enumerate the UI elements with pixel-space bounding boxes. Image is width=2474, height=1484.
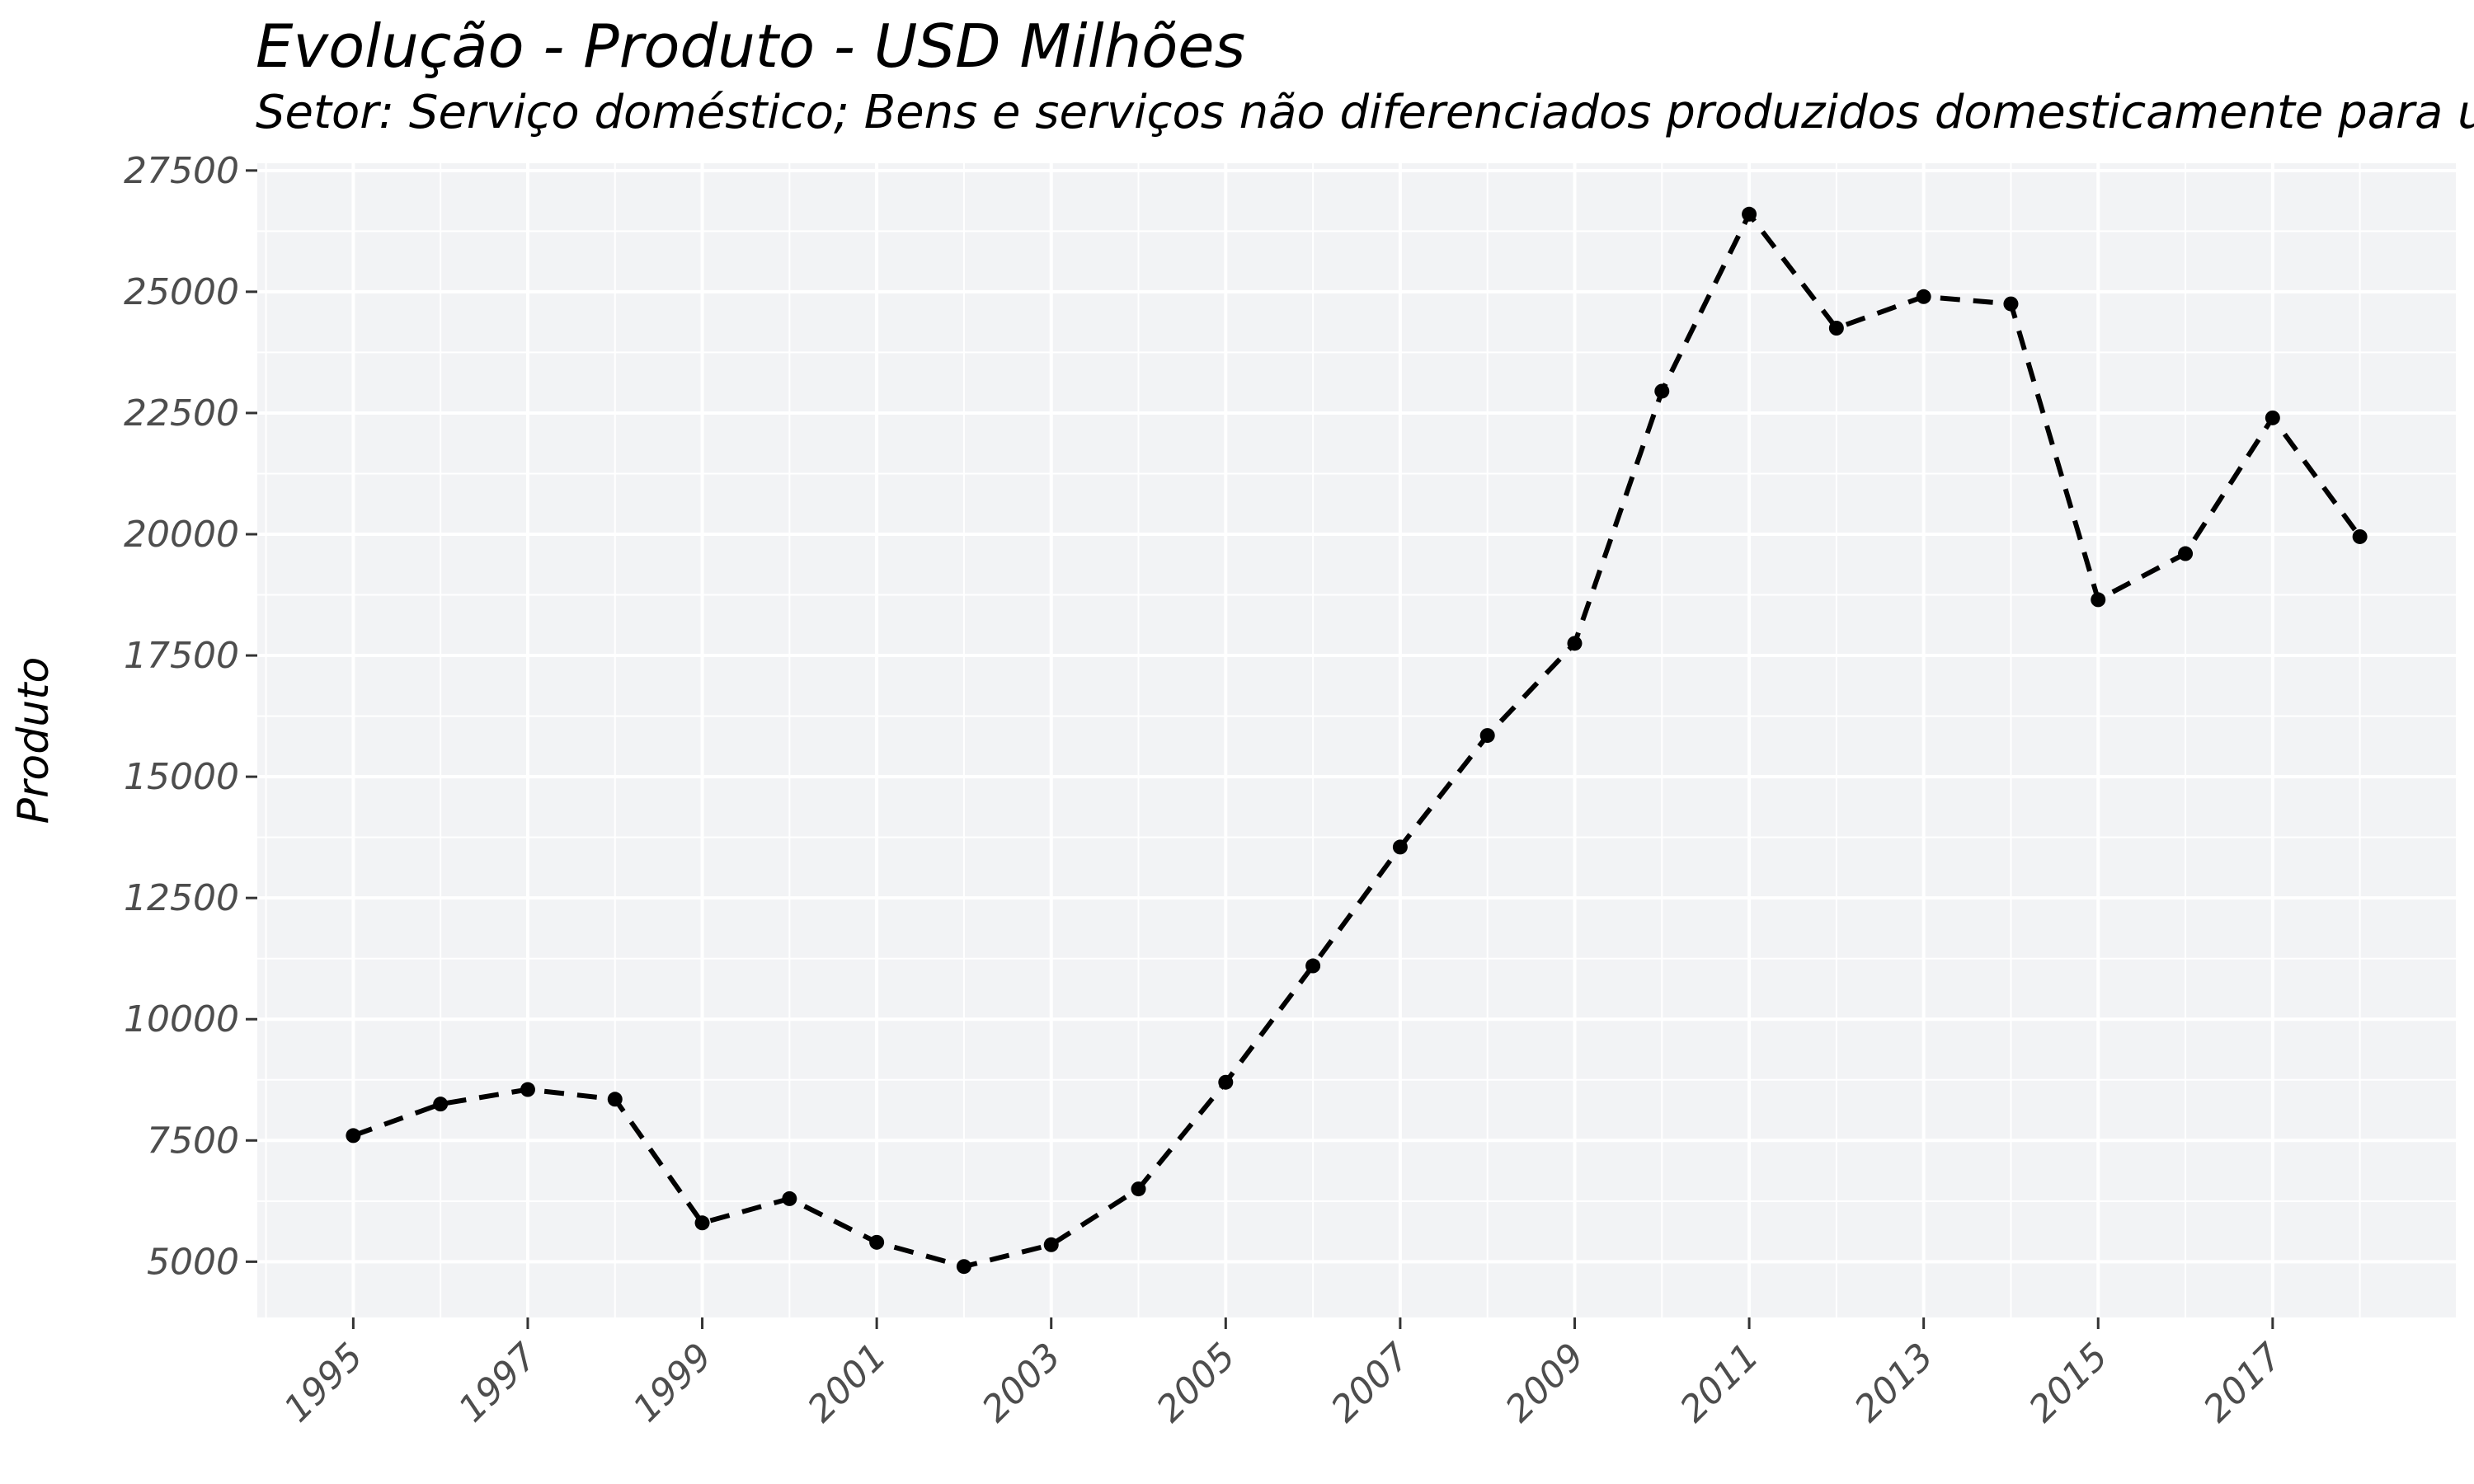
y-axis-label: Produto: [9, 657, 59, 824]
data-point: [433, 1097, 449, 1112]
data-point: [1479, 728, 1495, 744]
data-point: [1742, 206, 1757, 222]
data-point: [956, 1259, 971, 1275]
x-tick-label: 2001: [800, 1336, 895, 1430]
y-tick-label: 25000: [124, 271, 239, 313]
chart-subtitle: Setor: Serviço doméstico; Bens e serviço…: [256, 86, 2474, 139]
x-tick-label: 1995: [276, 1336, 371, 1430]
data-point: [2091, 592, 2106, 608]
minor-gridlines: [257, 163, 2456, 1317]
y-tick-label: 27500: [124, 150, 239, 192]
x-tick-label: 2009: [1498, 1336, 1592, 1430]
chart-title: Evolução - Produto - USD Milhões: [256, 12, 1246, 81]
data-point: [346, 1128, 361, 1144]
data-point: [1654, 383, 1670, 399]
data-point: [869, 1234, 885, 1250]
axis-tick-marks: [246, 169, 2274, 1329]
y-tick-label: 22500: [124, 392, 239, 434]
data-point: [607, 1092, 623, 1107]
data-point: [2178, 546, 2194, 561]
y-tick-label: 12500: [124, 877, 239, 919]
y-tick-label: 7500: [147, 1120, 239, 1162]
y-tick-label: 20000: [124, 514, 239, 556]
data-point: [2352, 528, 2368, 544]
x-tick-label: 1997: [450, 1336, 545, 1430]
data-point: [1305, 958, 1321, 974]
data-point: [1828, 321, 1844, 336]
data-point: [2003, 296, 2019, 312]
data-point: [2265, 410, 2280, 425]
x-tick-label: 2013: [1846, 1336, 1941, 1430]
data-point: [1916, 289, 1931, 304]
y-tick-label: 17500: [124, 635, 239, 677]
x-tick-label: 2005: [1149, 1336, 1244, 1430]
x-tick-label: 2011: [1672, 1336, 1767, 1430]
x-tick-labels: 1995 1997 1999 2001 2003 2005 2007 2009 2011 2013…: [276, 1336, 2291, 1430]
x-tick-label: 2017: [2195, 1336, 2290, 1430]
y-tick-labels: 5000 7500 10000 12500 15000 17500 20000 22500 25…: [124, 150, 239, 1284]
x-tick-label: 2015: [2021, 1336, 2116, 1430]
data-point: [1392, 839, 1408, 855]
data-point: [1131, 1181, 1146, 1197]
data-point: [1043, 1237, 1059, 1252]
data-point: [1218, 1074, 1234, 1090]
y-tick-label: 5000: [147, 1241, 239, 1283]
y-tick-label: 15000: [124, 756, 239, 798]
data-point: [782, 1190, 797, 1206]
plot-panel: [257, 163, 2456, 1317]
data-points: [346, 206, 2368, 1275]
data-point: [1567, 636, 1583, 651]
y-tick-label: 10000: [124, 998, 239, 1040]
x-tick-label: 1999: [625, 1336, 720, 1430]
data-point: [520, 1082, 535, 1097]
data-point: [694, 1215, 710, 1231]
x-tick-label: 2007: [1323, 1336, 1418, 1430]
x-tick-label: 2003: [974, 1336, 1069, 1430]
major-gridlines: [257, 163, 2456, 1317]
